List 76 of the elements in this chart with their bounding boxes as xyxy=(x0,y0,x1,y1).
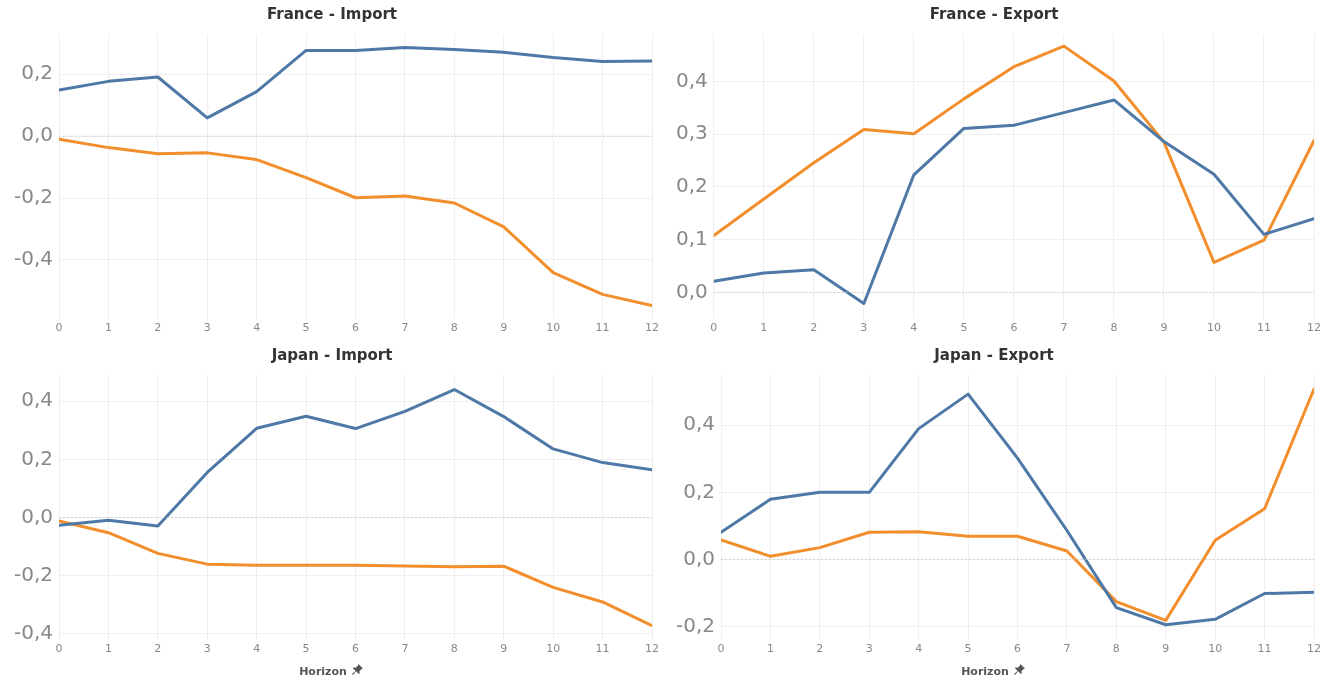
x-tick-label: 8 xyxy=(1110,321,1118,335)
x-tick-label: 10 xyxy=(1208,642,1223,656)
x-tick-label: 2 xyxy=(816,642,824,656)
x-tick-label: 3 xyxy=(865,642,873,656)
y-tick-label: 0,0 xyxy=(683,545,716,570)
x-tick-label: 11 xyxy=(595,642,610,656)
x-tick-label: 5 xyxy=(302,321,310,335)
x-tick-label: 1 xyxy=(766,642,774,656)
x-tick-label: 8 xyxy=(450,642,458,656)
x-tick-label: 12 xyxy=(1307,321,1321,335)
x-tick-label: 0 xyxy=(55,321,63,335)
y-tick-label: -0,2 xyxy=(675,612,716,637)
x-tick-label: 5 xyxy=(964,642,972,656)
y-tick-label: 0,4 xyxy=(683,411,716,436)
y-tick-label: 0,0 xyxy=(675,278,708,303)
x-axis-title: Horizon xyxy=(961,664,1009,678)
x-tick-label: 3 xyxy=(203,321,211,335)
x-tick-label: 7 xyxy=(401,321,409,335)
y-tick-label: 0,4 xyxy=(21,387,54,412)
x-tick-label: 8 xyxy=(450,321,458,335)
chart-title: Japan - Import xyxy=(270,345,393,364)
x-tick-label: 7 xyxy=(401,642,409,656)
x-axis-title: Horizon xyxy=(299,664,347,678)
x-tick-label: 10 xyxy=(546,642,561,656)
x-tick-label: 9 xyxy=(500,321,508,335)
y-tick-label: -0,4 xyxy=(13,246,54,271)
x-tick-label: 3 xyxy=(203,642,211,656)
y-tick-label: -0,2 xyxy=(13,184,54,209)
x-tick-label: 12 xyxy=(645,642,659,656)
x-tick-label: 1 xyxy=(104,321,112,335)
x-tick-label: 7 xyxy=(1063,642,1071,656)
x-tick-label: 4 xyxy=(253,321,261,335)
y-tick-label: 0,2 xyxy=(21,445,54,470)
y-tick-label: 0,2 xyxy=(675,173,708,198)
y-tick-label: 0,0 xyxy=(21,503,54,528)
x-tick-label: 9 xyxy=(1160,321,1168,335)
chart-title: France - Export xyxy=(929,4,1059,23)
x-tick-label: 1 xyxy=(760,321,768,335)
chart-title: France - Import xyxy=(266,4,398,23)
x-tick-label: 9 xyxy=(1162,642,1170,656)
x-tick-label: 9 xyxy=(500,642,508,656)
x-tick-label: 0 xyxy=(717,642,725,656)
x-tick-label: 11 xyxy=(595,321,610,335)
y-tick-label: 0,3 xyxy=(675,120,708,145)
chart-title: Japan - Export xyxy=(933,345,1054,364)
x-tick-label: 4 xyxy=(910,321,918,335)
y-tick-label: 0,4 xyxy=(675,67,708,92)
y-tick-label: -0,4 xyxy=(13,620,54,645)
x-tick-label: 0 xyxy=(55,642,63,656)
x-tick-label: 5 xyxy=(302,642,310,656)
x-tick-label: 4 xyxy=(915,642,923,656)
x-tick-label: 5 xyxy=(960,321,968,335)
x-tick-label: 6 xyxy=(352,642,360,656)
x-tick-label: 4 xyxy=(253,642,261,656)
y-tick-label: -0,2 xyxy=(13,561,54,586)
x-tick-label: 12 xyxy=(645,321,659,335)
x-tick-label: 2 xyxy=(154,642,162,656)
x-tick-label: 3 xyxy=(860,321,868,335)
x-tick-label: 11 xyxy=(1256,321,1271,335)
y-tick-label: 0,2 xyxy=(683,478,716,503)
x-tick-label: 8 xyxy=(1112,642,1120,656)
x-tick-label: 6 xyxy=(1014,642,1022,656)
x-tick-label: 2 xyxy=(154,321,162,335)
y-tick-label: 0,1 xyxy=(675,225,708,250)
x-tick-label: 10 xyxy=(546,321,561,335)
x-tick-label: 6 xyxy=(1010,321,1018,335)
x-tick-label: 11 xyxy=(1257,642,1272,656)
x-tick-label: 6 xyxy=(352,321,360,335)
x-tick-label: 1 xyxy=(104,642,112,656)
x-tick-label: 10 xyxy=(1206,321,1221,335)
y-tick-label: 0,0 xyxy=(21,122,54,147)
x-tick-label: 2 xyxy=(810,321,818,335)
x-tick-label: 12 xyxy=(1307,642,1321,656)
x-tick-label: 7 xyxy=(1060,321,1068,335)
y-tick-label: 0,2 xyxy=(21,60,54,85)
x-tick-label: 0 xyxy=(710,321,718,335)
